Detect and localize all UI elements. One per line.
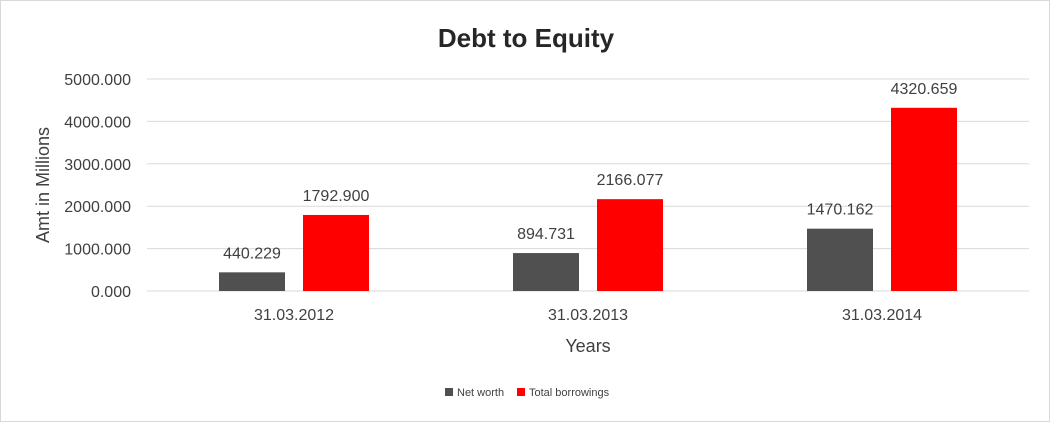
gridlines	[147, 78, 1029, 292]
bar	[513, 253, 579, 291]
legend: Net worth Total borrowings	[445, 387, 610, 399]
data-labels: 440.229 1792.900 894.731 2166.077 1470.162 43…	[223, 81, 957, 263]
data-label: 440.229	[223, 245, 281, 262]
data-label: 2166.077	[597, 172, 664, 189]
chart-title: Debt to Equity	[438, 23, 615, 53]
data-label: 4320.659	[891, 81, 958, 98]
x-axis-ticks: 31.03.2012 31.03.2013 31.03.2014	[254, 307, 922, 324]
x-tick-label: 31.03.2014	[842, 307, 922, 324]
y-tick-label: 4000.000	[64, 114, 131, 131]
bar	[303, 214, 369, 291]
legend-label: Net worth	[457, 387, 504, 399]
y-tick-label: 3000.000	[64, 157, 131, 174]
x-tick-label: 31.03.2013	[548, 307, 628, 324]
bar	[219, 272, 285, 291]
bars	[219, 107, 957, 291]
y-axis-ticks: 0.000 1000.000 2000.000 3000.000 4000.000 500…	[64, 72, 131, 301]
bar	[891, 107, 957, 291]
data-label: 1470.162	[807, 202, 874, 219]
data-label: 1792.900	[303, 188, 370, 205]
x-axis-title: Years	[565, 336, 610, 356]
y-tick-label: 1000.000	[64, 242, 131, 259]
legend-label: Total borrowings	[529, 387, 610, 399]
y-tick-label: 2000.000	[64, 199, 131, 216]
legend-swatch	[517, 388, 525, 396]
legend-swatch	[445, 388, 453, 396]
y-tick-label: 5000.000	[64, 72, 131, 89]
bar	[807, 228, 873, 291]
y-tick-label: 0.000	[91, 284, 131, 301]
bar	[597, 199, 663, 291]
x-tick-label: 31.03.2012	[254, 307, 334, 324]
y-axis-title: Amt in Millions	[33, 127, 53, 243]
data-label: 894.731	[517, 226, 575, 243]
